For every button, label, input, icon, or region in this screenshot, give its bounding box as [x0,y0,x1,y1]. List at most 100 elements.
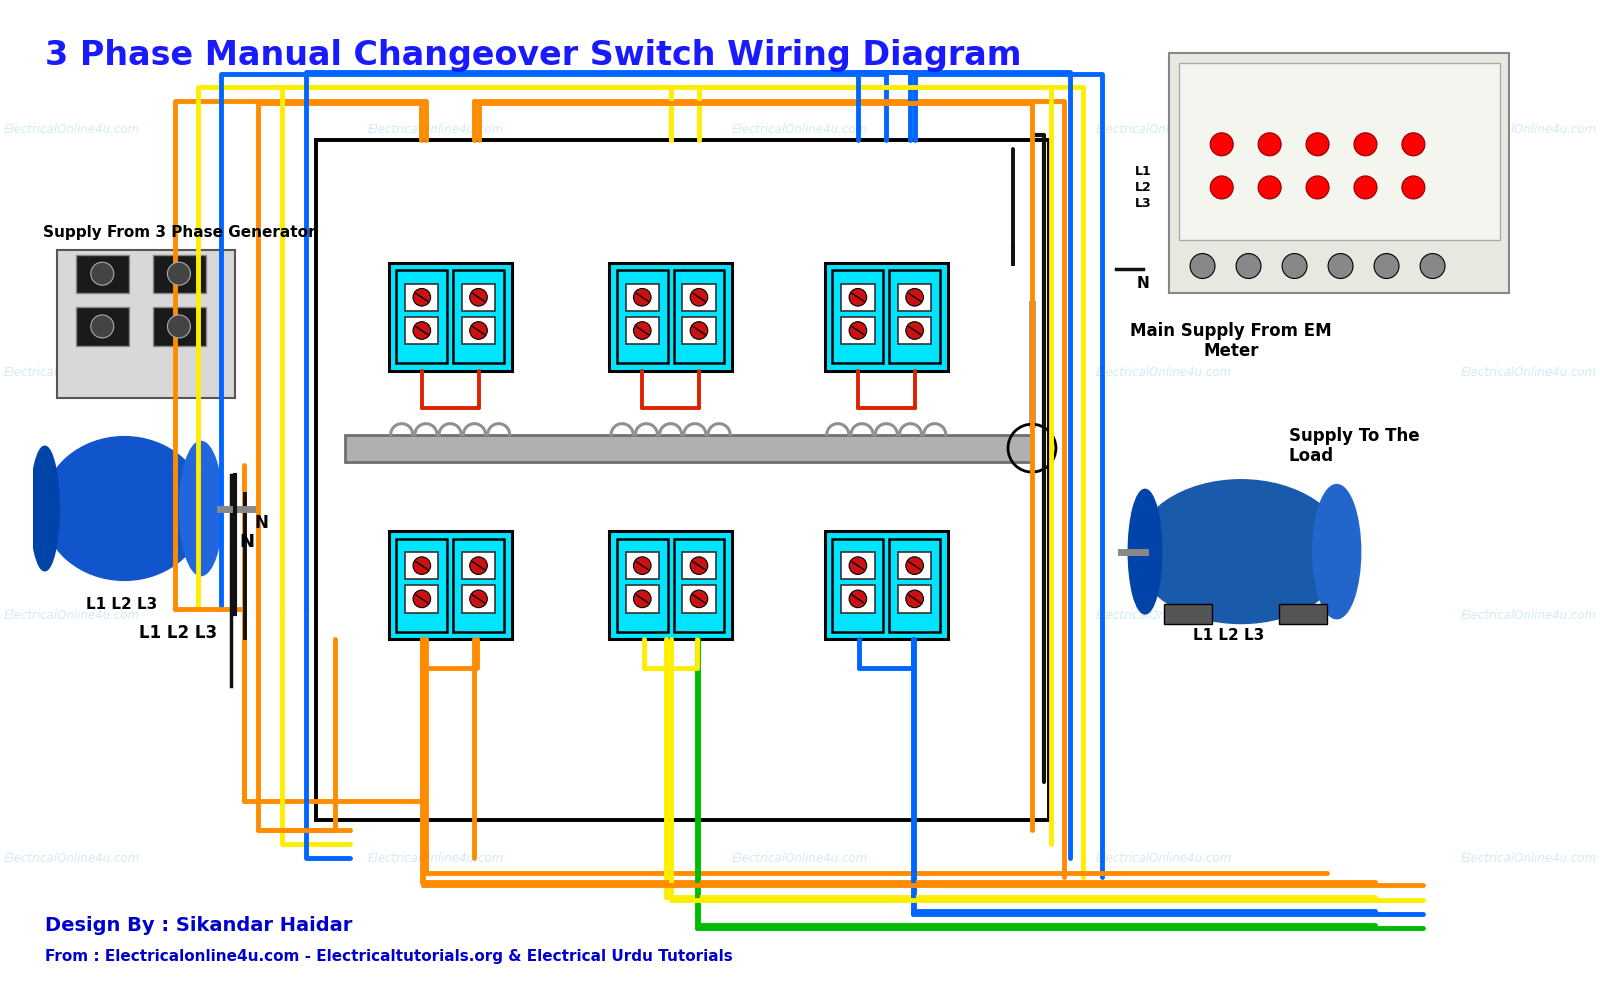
FancyBboxPatch shape [674,539,725,631]
Text: ElectricalOnline4u.com: ElectricalOnline4u.com [1096,123,1232,136]
Circle shape [413,288,430,306]
Circle shape [470,322,488,339]
Circle shape [850,557,867,575]
FancyBboxPatch shape [618,539,667,631]
Circle shape [634,557,651,575]
Circle shape [906,590,923,607]
Text: ElectricalOnline4u.com: ElectricalOnline4u.com [3,123,139,136]
Text: Design By : Sikandar Haidar: Design By : Sikandar Haidar [45,916,352,935]
FancyBboxPatch shape [898,552,931,580]
Text: Supply From 3 Phase Generator: Supply From 3 Phase Generator [43,226,315,241]
Circle shape [906,322,923,339]
Text: ElectricalOnline4u.com: ElectricalOnline4u.com [1461,852,1597,865]
Circle shape [1282,253,1307,278]
FancyBboxPatch shape [890,270,941,363]
FancyBboxPatch shape [1170,54,1509,293]
Circle shape [1306,133,1330,156]
Text: Main Supply From EM
Meter: Main Supply From EM Meter [1131,322,1333,361]
Text: L1 L2 L3: L1 L2 L3 [1194,628,1264,643]
FancyBboxPatch shape [405,283,438,311]
Circle shape [168,315,190,338]
FancyBboxPatch shape [1280,604,1326,623]
FancyBboxPatch shape [626,317,659,344]
Text: ElectricalOnline4u.com: ElectricalOnline4u.com [3,609,139,622]
Text: ElectricalOnline4u.com: ElectricalOnline4u.com [731,852,869,865]
Circle shape [634,288,651,306]
Ellipse shape [43,436,206,580]
Circle shape [470,288,488,306]
Ellipse shape [1312,484,1360,618]
FancyBboxPatch shape [1179,63,1499,241]
FancyBboxPatch shape [682,552,715,580]
Circle shape [470,557,488,575]
Circle shape [850,322,867,339]
FancyBboxPatch shape [832,270,883,363]
FancyBboxPatch shape [154,254,206,293]
Ellipse shape [30,446,59,571]
FancyBboxPatch shape [842,552,875,580]
Circle shape [690,557,707,575]
Circle shape [1402,133,1426,156]
Text: ElectricalOnline4u.com: ElectricalOnline4u.com [368,123,504,136]
Text: L1 L2 L3: L1 L2 L3 [139,624,218,642]
Text: Supply To The
Load: Supply To The Load [1288,426,1419,465]
FancyBboxPatch shape [344,434,1032,461]
Circle shape [690,590,707,607]
Circle shape [413,590,430,607]
Circle shape [1374,253,1398,278]
Text: ElectricalOnline4u.com: ElectricalOnline4u.com [1096,852,1232,865]
Text: L1 L2 L3: L1 L2 L3 [86,596,157,612]
Text: ElectricalOnline4u.com: ElectricalOnline4u.com [3,852,139,865]
FancyBboxPatch shape [154,307,206,346]
FancyBboxPatch shape [77,307,130,346]
FancyBboxPatch shape [58,249,235,399]
Circle shape [413,557,430,575]
Circle shape [168,262,190,285]
FancyBboxPatch shape [610,532,733,639]
Text: ElectricalOnline4u.com: ElectricalOnline4u.com [731,366,869,380]
Circle shape [690,288,707,306]
FancyBboxPatch shape [397,539,448,631]
FancyBboxPatch shape [77,254,130,293]
FancyBboxPatch shape [405,317,438,344]
FancyBboxPatch shape [462,317,494,344]
Text: ElectricalOnline4u.com: ElectricalOnline4u.com [731,609,869,622]
Text: N: N [1136,275,1149,291]
FancyBboxPatch shape [453,270,504,363]
FancyBboxPatch shape [898,585,931,612]
Text: ElectricalOnline4u.com: ElectricalOnline4u.com [368,852,504,865]
Text: ElectricalOnline4u.com: ElectricalOnline4u.com [368,366,504,380]
FancyBboxPatch shape [626,283,659,311]
FancyBboxPatch shape [824,532,947,639]
Ellipse shape [179,441,222,576]
FancyBboxPatch shape [842,585,875,612]
Circle shape [634,322,651,339]
Text: N: N [254,514,269,532]
Text: N: N [240,533,254,551]
Ellipse shape [1136,480,1346,623]
FancyBboxPatch shape [618,270,667,363]
Circle shape [91,315,114,338]
Circle shape [1210,133,1234,156]
Circle shape [1402,176,1426,199]
FancyBboxPatch shape [674,270,725,363]
Circle shape [906,557,923,575]
FancyBboxPatch shape [626,585,659,612]
Text: ElectricalOnline4u.com: ElectricalOnline4u.com [731,123,869,136]
Circle shape [91,262,114,285]
Text: ElectricalOnline4u.com: ElectricalOnline4u.com [3,366,139,380]
Text: ElectricalOnline4u.com: ElectricalOnline4u.com [1461,123,1597,136]
FancyBboxPatch shape [832,539,883,631]
FancyBboxPatch shape [842,283,875,311]
Circle shape [906,288,923,306]
Text: ElectricalOnline4u.com: ElectricalOnline4u.com [1096,366,1232,380]
Circle shape [1258,133,1282,156]
Circle shape [1421,253,1445,278]
Circle shape [690,322,707,339]
FancyBboxPatch shape [682,585,715,612]
FancyBboxPatch shape [462,552,494,580]
Circle shape [850,288,867,306]
FancyBboxPatch shape [462,283,494,311]
Circle shape [850,590,867,607]
Circle shape [1190,253,1214,278]
